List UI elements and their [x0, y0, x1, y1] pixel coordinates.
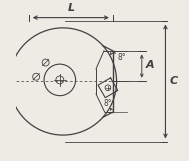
- Text: L: L: [67, 3, 74, 13]
- Text: 8°: 8°: [117, 52, 126, 62]
- Text: C: C: [169, 76, 177, 86]
- Text: 8°: 8°: [103, 99, 112, 108]
- Text: A: A: [146, 60, 154, 70]
